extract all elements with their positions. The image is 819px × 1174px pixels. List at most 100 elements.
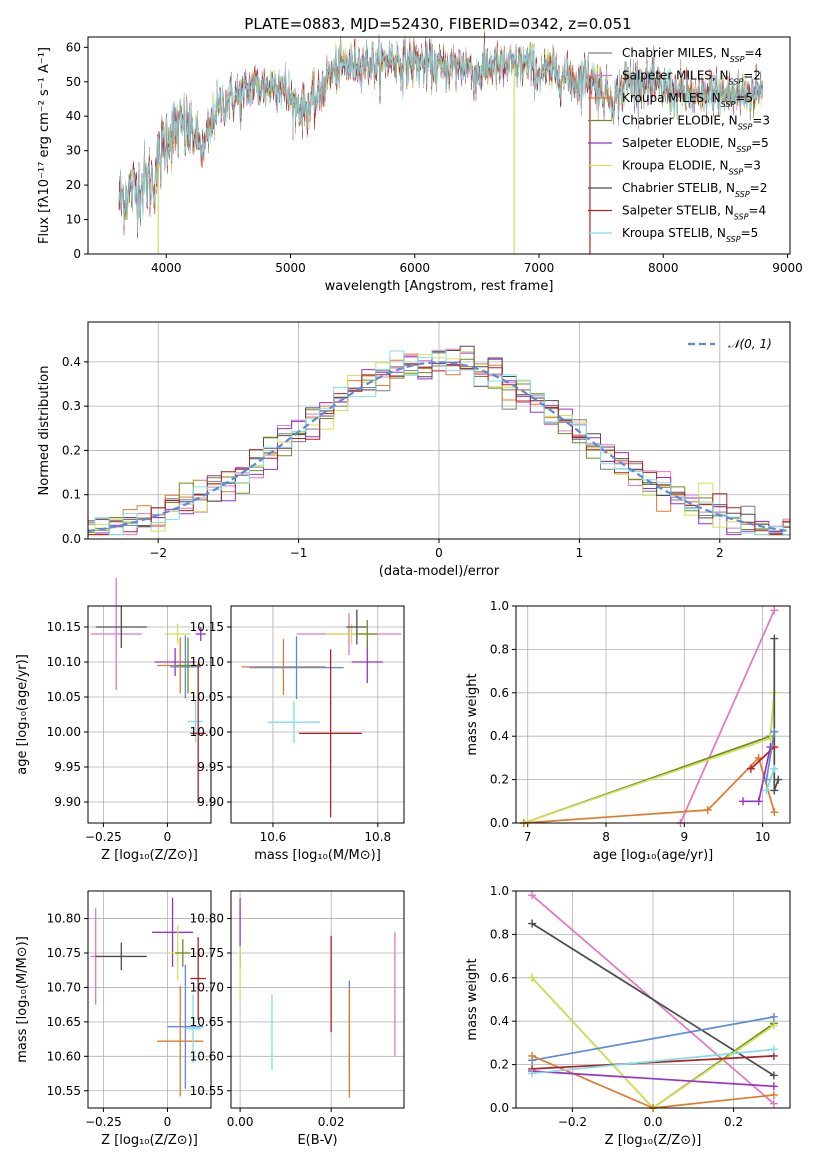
y-tick-label: 0.8 <box>490 642 509 656</box>
y-tick-label: 0.4 <box>62 355 81 369</box>
weight-line <box>532 1048 774 1075</box>
weight-marker <box>528 891 537 900</box>
weight-marker <box>528 973 537 982</box>
plot-area-spectrum <box>118 28 763 254</box>
y-tick-label: 40 <box>66 109 81 123</box>
plot-area-mass_vs_ebv <box>239 897 396 1098</box>
x-tick-label: 9 <box>680 830 688 844</box>
x-tick-label: 7 <box>524 830 532 844</box>
legend-entry: 𝒩(0, 1) <box>728 337 772 351</box>
y-tick-label: 10.05 <box>47 690 81 704</box>
y-tick-label: 60 <box>66 40 81 54</box>
x-tick-label: 10 <box>755 830 770 844</box>
x-tick-label: −0.2 <box>558 1115 587 1129</box>
y-tick-label: 0.2 <box>490 773 509 787</box>
axes-weight_vs_Z: −0.2 0.0 0.2 0.0 0.2 0.4 0.6 0.8 1.0 Z [log₁₀(Z/Z… <box>465 884 791 1148</box>
x-axis-label: age [log₁₀(age/yr)] <box>593 848 714 863</box>
x-tick-label: 10.8 <box>364 830 391 844</box>
y-axis-label: age [log₁₀(age/yr)] <box>15 654 30 775</box>
x-tick-label: 0.0 <box>643 1115 662 1129</box>
y-axis-label: Normed distribution <box>37 366 52 496</box>
legend-entry: Kroupa ELODIE, NSSP=3 <box>622 159 761 177</box>
x-tick-label: 5000 <box>275 261 306 275</box>
weight-marker <box>770 808 779 817</box>
x-tick-label: −0.25 <box>85 830 122 844</box>
x-tick-label: 7000 <box>524 261 555 275</box>
y-tick-label: 20 <box>66 178 81 192</box>
weight-marker <box>770 606 779 615</box>
y-tick-label: 10.70 <box>47 980 81 994</box>
x-tick-label: 0.00 <box>227 1115 254 1129</box>
legend-entry: Salpeter MILES, NSSP=2 <box>622 69 761 87</box>
y-tick-label: 10.15 <box>190 620 224 634</box>
y-tick-label: 10.00 <box>190 725 224 739</box>
axes-residuals: −2 −1 0 1 2 0.0 0.1 0.2 0.3 0.4 (data-model)/error… <box>37 321 791 579</box>
x-tick-label: 6000 <box>399 261 430 275</box>
y-tick-label: 9.95 <box>54 760 81 774</box>
y-tick-label: 0 <box>73 247 81 261</box>
axes-spectrum: 4000 5000 6000 7000 8000 9000 0 10 20 30 40 50 60 wav… <box>37 28 803 294</box>
legend-entry: Chabrier STELIB, NSSP=2 <box>622 181 767 199</box>
y-axis-label: mass [log₁₀(M/M⊙)] <box>15 936 30 1063</box>
y-tick-label: 10.10 <box>190 655 224 669</box>
weight-marker <box>770 634 779 643</box>
weight-line <box>531 1016 775 1062</box>
x-axis-label: Z [log₁₀(Z/Z⊙)] <box>605 1133 702 1148</box>
weight-line <box>765 731 776 780</box>
x-tick-label: 4000 <box>151 261 182 275</box>
y-tick-label: 0.6 <box>490 971 509 985</box>
axes-weight_vs_age: 7 8 9 10 0.0 0.2 0.4 0.6 0.8 1.0 age [log₁₀(age/yr… <box>465 599 791 863</box>
y-tick-label: 10.15 <box>47 620 81 634</box>
weight-marker <box>774 775 783 784</box>
x-tick-label: 8000 <box>648 261 679 275</box>
weight-marker <box>769 1090 778 1099</box>
axes-frame <box>87 605 212 824</box>
x-tick-label: −2 <box>149 546 167 560</box>
histogram-step <box>88 352 790 536</box>
legend-entry: Chabrier ELODIE, NSSP=3 <box>622 114 770 132</box>
y-tick-label: 10.70 <box>190 980 224 994</box>
weight-line <box>532 1070 774 1088</box>
x-axis-label: Z [log₁₀(Z/Z⊙)] <box>101 848 198 863</box>
y-tick-label: 50 <box>66 75 81 89</box>
weight-marker <box>739 797 748 806</box>
y-tick-label: 10.00 <box>47 725 81 739</box>
weight-marker <box>528 1069 537 1078</box>
x-axis-label: wavelength [Angstrom, rest frame] <box>325 279 554 294</box>
y-tick-label: 0.8 <box>490 927 509 941</box>
axes-frame <box>87 321 791 540</box>
weight-line <box>531 922 775 1077</box>
y-tick-label: 9.95 <box>197 760 224 774</box>
weight-marker <box>746 764 755 773</box>
weight-marker <box>769 1082 778 1091</box>
axes-frame <box>230 605 405 824</box>
axes-frame <box>230 890 405 1109</box>
y-tick-label: 10.80 <box>190 912 224 926</box>
y-tick-label: 0.1 <box>62 488 81 502</box>
plot-area-age_vs_mass <box>241 609 402 818</box>
y-tick-label: 0.2 <box>62 443 81 457</box>
weight-marker <box>762 786 771 795</box>
weight-marker <box>769 1012 778 1021</box>
x-tick-label: 0 <box>164 1115 172 1129</box>
y-tick-label: 10.65 <box>47 1015 81 1029</box>
legend-entry: Kroupa MILES, NSSP=5 <box>622 91 753 109</box>
axes-mass_vs_Z: −0.25 0 10.55 10.60 10.65 10.70 10.75 10.80 Z [l… <box>15 890 212 1148</box>
y-tick-label: 0.0 <box>490 816 509 830</box>
y-tick-label: 10.05 <box>190 690 224 704</box>
x-tick-label: 0 <box>164 830 172 844</box>
x-tick-label: 0 <box>435 546 443 560</box>
y-tick-label: 10.60 <box>47 1049 81 1063</box>
y-tick-label: 10.65 <box>190 1015 224 1029</box>
weight-line <box>523 756 776 824</box>
weight-line <box>679 609 776 824</box>
weight-marker <box>754 797 763 806</box>
legend-entry: Chabrier MILES, NSSP=4 <box>622 46 762 64</box>
axes-frame <box>87 890 212 1109</box>
legend-entry: Salpeter ELODIE, NSSP=5 <box>622 136 769 154</box>
weight-marker <box>769 1045 778 1054</box>
y-tick-label: 9.90 <box>54 795 81 809</box>
plot-area-residuals <box>87 345 791 536</box>
axes-age_vs_mass: 10.6 10.8 9.90 9.95 10.00 10.05 10.10 10.15 mass… <box>190 605 405 863</box>
